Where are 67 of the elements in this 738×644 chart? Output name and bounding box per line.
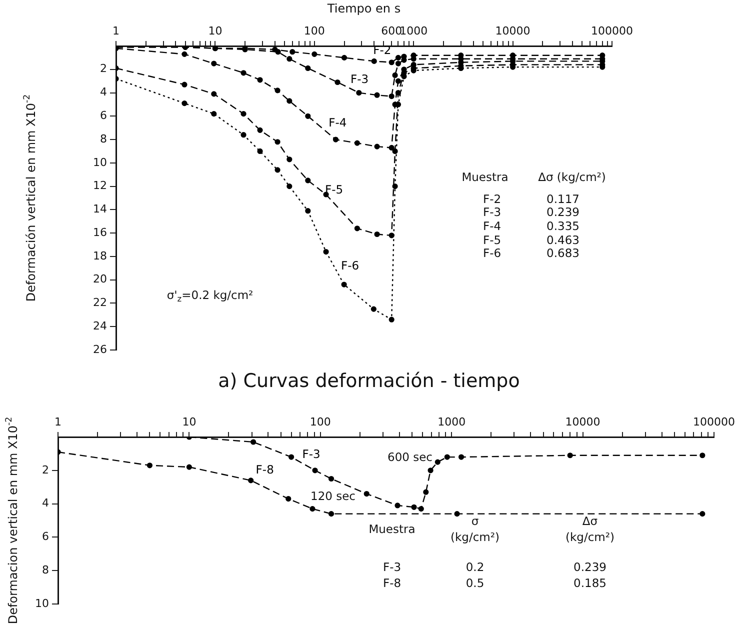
x-tick-label: 100000 (591, 24, 633, 38)
annotation: 0.463 (546, 232, 580, 247)
y-tick-label: 22 (93, 296, 107, 310)
annotation: F-3 (482, 204, 502, 219)
x-tick-label: 10 (208, 24, 222, 38)
y-axis-title: Deformación vertical en mm X10-2 (22, 94, 38, 302)
x-tick-label: 10000 (565, 415, 600, 428)
annotation: 0.185 (574, 576, 606, 590)
series-label: F-2 (373, 43, 392, 58)
chart-title: a) Curvas deformación - tiempo (218, 370, 520, 392)
y-axis-title: Deformacion vertical en mm X10-2 (4, 416, 20, 624)
y-tick-label: 8 (100, 132, 107, 146)
x-tick-label: 1 (54, 415, 62, 428)
y-tick-label: 8 (42, 563, 49, 576)
x-axis-title: Tiempo en s (326, 1, 401, 16)
series-label: F-3 (302, 447, 320, 462)
x-tick-label: 1000 (400, 24, 428, 38)
y-tick-label: 4 (42, 496, 49, 510)
y-tick-label: 24 (93, 319, 107, 332)
annotation: F-4 (482, 218, 502, 233)
annotation: 0.335 (546, 218, 580, 233)
y-tick-label: 14 (93, 202, 107, 216)
annotation: 0.683 (546, 246, 580, 260)
annotation: Muestra (462, 170, 508, 184)
x-tick-label: 100 (310, 415, 331, 428)
y-tick-label: 2 (100, 62, 107, 76)
annotation: F-6 (482, 246, 502, 260)
y-tick-label: 6 (100, 109, 107, 122)
x-tick-label: 1000 (438, 415, 466, 428)
annotation: F-2 (482, 192, 502, 206)
x-tick-label: 600 (381, 24, 402, 38)
series-label: F-5 (324, 182, 344, 196)
annotation: 0.239 (574, 560, 606, 574)
annotation: 0.2 (466, 560, 484, 574)
y-tick-label: 18 (93, 249, 107, 262)
y-tick-label: 4 (100, 86, 107, 99)
y-tick-label: 12 (93, 179, 107, 192)
y-tick-label: 10 (35, 596, 49, 610)
annotation: F-8 (382, 576, 402, 590)
x-tick-label: 10 (182, 415, 196, 428)
annotation: F-3 (382, 560, 402, 574)
annotation: F-5 (482, 232, 502, 247)
x-tick-label: 1 (112, 24, 120, 38)
series-label: F-4 (328, 116, 347, 130)
annotation: Δσ (kg/cm²) (538, 170, 606, 184)
y-tick-label: 16 (93, 226, 107, 239)
annotation: Muestra (368, 522, 416, 536)
y-tick-label: 26 (93, 342, 107, 356)
y-tick-label: 2 (42, 463, 49, 476)
x-tick-label: 100000 (693, 415, 736, 428)
series-label: F-8 (256, 462, 274, 476)
series-label: F-3 (350, 72, 369, 86)
series-label: F-6 (341, 258, 360, 273)
x-tick-label: 10000 (495, 24, 530, 38)
annotation: 0.5 (466, 576, 484, 590)
annotation: 0.117 (546, 192, 580, 206)
annotation: 120 sec (310, 488, 356, 503)
annotation: Δσ (582, 514, 598, 528)
annotation: σ (471, 514, 479, 528)
annotation: (kg/cm²) (566, 530, 614, 544)
annotation: 0.239 (546, 204, 580, 219)
y-tick-label: 20 (93, 272, 107, 286)
y-tick-label: 10 (93, 156, 107, 169)
annotation: 600 sec (388, 450, 433, 464)
annotation: (kg/cm²) (450, 530, 500, 544)
x-tick-label: 100 (304, 24, 325, 38)
y-tick-label: 6 (42, 530, 49, 544)
